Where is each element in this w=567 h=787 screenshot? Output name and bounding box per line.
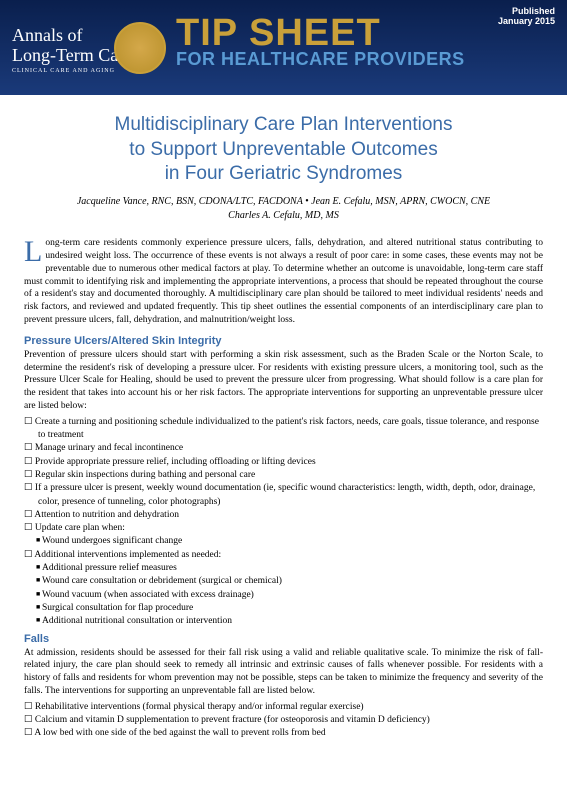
- list-item: Additional pressure relief measures: [48, 562, 543, 575]
- list-item: Wound care consultation or debridement (…: [48, 575, 543, 588]
- falls-checklist: Rehabilitative interventions (formal phy…: [24, 701, 543, 741]
- annals-subtitle: CLINICAL CARE AND AGING: [12, 68, 132, 75]
- list-item: Additional nutritional consultation or i…: [48, 615, 543, 628]
- main-title: Multidisciplinary Care Plan Intervention…: [24, 113, 543, 187]
- list-item: Create a turning and positioning schedul…: [38, 416, 543, 443]
- tip-sub-text: FOR HEALTHCARE PROVIDERS: [176, 50, 465, 68]
- society-seal-icon: [114, 22, 166, 74]
- tip-sheet-title: TIP SHEET FOR HEALTHCARE PROVIDERS: [176, 14, 465, 68]
- section-head-pressure: Pressure Ulcers/Altered Skin Integrity: [24, 335, 543, 347]
- list-item: Wound undergoes significant change: [48, 535, 543, 548]
- pressure-checklist-2: Additional interventions implemented as …: [24, 549, 543, 562]
- list-item: Rehabilitative interventions (formal phy…: [38, 701, 543, 714]
- title-line2: to Support Unpreventable Outcomes: [24, 138, 543, 163]
- section-body-falls: At admission, residents should be assess…: [24, 647, 543, 698]
- tip-big-text: TIP SHEET: [176, 14, 465, 52]
- list-item: Wound vacuum (when associated with exces…: [48, 589, 543, 602]
- section-head-falls: Falls: [24, 633, 543, 645]
- list-item: Attention to nutrition and dehydration: [38, 509, 543, 522]
- list-item: Additional interventions implemented as …: [38, 549, 543, 562]
- pressure-checklist: Create a turning and positioning schedul…: [24, 416, 543, 536]
- list-item: Manage urinary and fecal incontinence: [38, 442, 543, 455]
- published-info: Published January 2015: [498, 6, 555, 26]
- document-content: Multidisciplinary Care Plan Intervention…: [0, 95, 567, 751]
- header-banner: Published January 2015 Annals of Long-Te…: [0, 0, 567, 95]
- published-date: January 2015: [498, 16, 555, 26]
- title-line1: Multidisciplinary Care Plan Intervention…: [24, 113, 543, 138]
- list-item: Calcium and vitamin D supplementation to…: [38, 714, 543, 727]
- pressure-sublist-1: Wound undergoes significant change: [24, 535, 543, 548]
- list-item: Update care plan when:: [38, 522, 543, 535]
- list-item: If a pressure ulcer is present, weekly w…: [38, 482, 543, 509]
- list-item: Provide appropriate pressure relief, inc…: [38, 456, 543, 469]
- list-item: Surgical consultation for flap procedure: [48, 602, 543, 615]
- list-item: A low bed with one side of the bed again…: [38, 727, 543, 740]
- published-label: Published: [498, 6, 555, 16]
- authors-line1: Jacqueline Vance, RNC, BSN, CDONA/LTC, F…: [24, 195, 543, 209]
- intro-paragraph: Long-term care residents commonly experi…: [24, 237, 543, 327]
- authors: Jacqueline Vance, RNC, BSN, CDONA/LTC, F…: [24, 195, 543, 223]
- section-body-pressure: Prevention of pressure ulcers should sta…: [24, 349, 543, 413]
- pressure-sublist-2: Additional pressure relief measures Woun…: [24, 562, 543, 628]
- title-line3: in Four Geriatric Syndromes: [24, 162, 543, 187]
- list-item: Regular skin inspections during bathing …: [38, 469, 543, 482]
- authors-line2: Charles A. Cefalu, MD, MS: [24, 209, 543, 223]
